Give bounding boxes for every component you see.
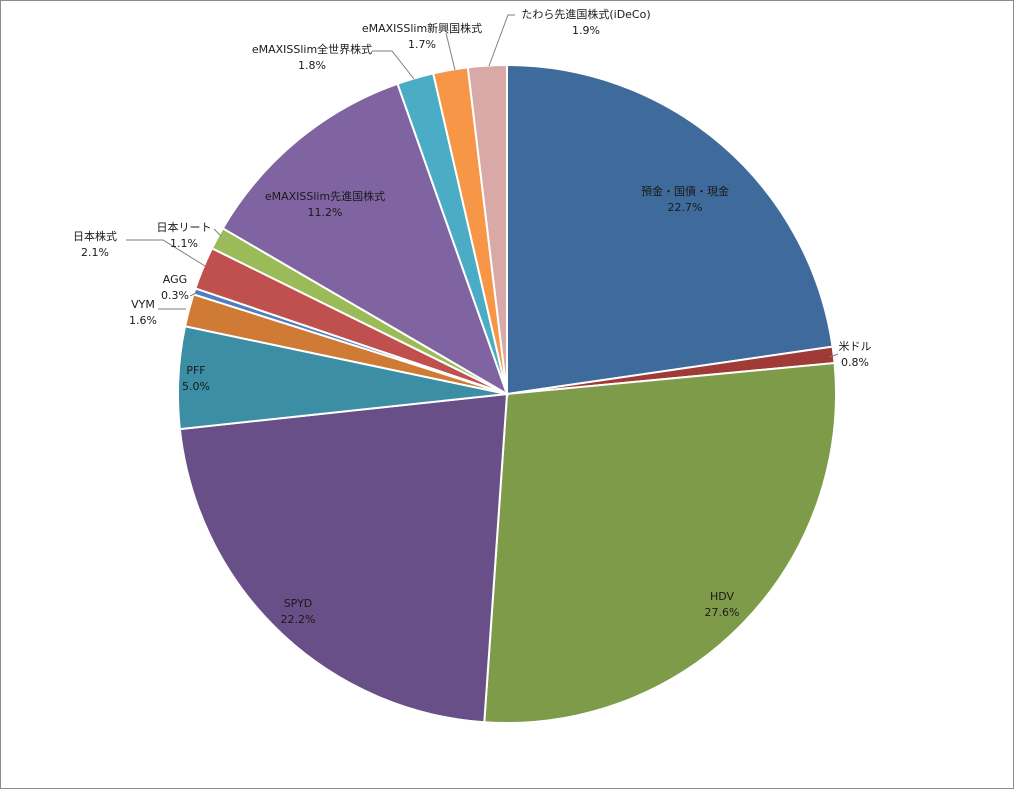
slice-label-value-1: 0.8% bbox=[841, 356, 869, 369]
slice-label-name-9: eMAXISSlim先進国株式 bbox=[265, 189, 385, 203]
pie-slices bbox=[177, 63, 837, 724]
slice-label-name-6: AGG bbox=[163, 273, 187, 286]
leader-lines bbox=[126, 14, 839, 358]
slice-label-name-4: PFF bbox=[186, 364, 205, 377]
pie-slice-2 bbox=[483, 361, 837, 724]
pie-slice-3 bbox=[178, 392, 509, 724]
leader-line-12 bbox=[488, 14, 515, 67]
slice-label-12: たわら先進国株式(iDeCo) 1.9% bbox=[521, 7, 650, 37]
slice-label-9: eMAXISSlim先進国株式 11.2% bbox=[265, 189, 385, 219]
slice-label-value-3: 22.2% bbox=[281, 613, 316, 626]
leader-line-11 bbox=[445, 32, 456, 71]
slice-label-name-3: SPYD bbox=[284, 597, 313, 610]
slice-label-name-7: 日本株式 bbox=[73, 229, 117, 243]
slice-label-name-2: HDV bbox=[710, 590, 735, 603]
leader-line-1 bbox=[829, 353, 839, 358]
slice-label-name-8: 日本リート bbox=[157, 220, 212, 234]
slice-label-3: SPYD 22.2% bbox=[281, 597, 316, 626]
slice-label-name-0: 預金・国債・現金 bbox=[641, 184, 729, 198]
slice-label-6: AGG 0.3% bbox=[161, 273, 189, 302]
slice-label-value-11: 1.7% bbox=[408, 38, 436, 51]
slice-label-value-0: 22.7% bbox=[668, 201, 703, 214]
pie-slice-12 bbox=[466, 63, 508, 395]
slice-label-value-5: 1.6% bbox=[129, 314, 157, 327]
slice-label-11: eMAXISSlim新興国株式 1.7% bbox=[362, 21, 482, 51]
slice-label-1: 米ドル 0.8% bbox=[839, 340, 872, 369]
leader-line-10 bbox=[372, 50, 415, 80]
slice-label-2: HDV 27.6% bbox=[705, 590, 740, 619]
slice-labels: 預金・国債・現金 22.7% 米ドル 0.8% HDV 27.6% SPYD 22.2% PFF… bbox=[73, 7, 872, 626]
slice-label-value-2: 27.6% bbox=[705, 606, 740, 619]
slice-label-value-4: 5.0% bbox=[182, 380, 210, 393]
slice-label-name-12: たわら先進国株式(iDeCo) bbox=[521, 7, 650, 21]
pie-slice-0 bbox=[506, 63, 834, 396]
slice-label-4: PFF 5.0% bbox=[182, 364, 210, 393]
slice-label-7: 日本株式 2.1% bbox=[73, 229, 117, 259]
slice-label-10: eMAXISSlim全世界株式 1.8% bbox=[252, 42, 372, 72]
slice-label-name-11: eMAXISSlim新興国株式 bbox=[362, 21, 482, 35]
slice-label-5: VYM 1.6% bbox=[129, 298, 157, 327]
leader-line-7 bbox=[126, 239, 206, 267]
leader-line-8 bbox=[213, 228, 222, 237]
slice-label-0: 預金・国債・現金 22.7% bbox=[641, 184, 729, 214]
slice-label-value-10: 1.8% bbox=[298, 59, 326, 72]
slice-label-value-9: 11.2% bbox=[308, 206, 343, 219]
slice-label-value-7: 2.1% bbox=[81, 246, 109, 259]
slice-label-name-5: VYM bbox=[131, 298, 155, 311]
pie-slice-9 bbox=[221, 82, 509, 397]
slice-label-value-6: 0.3% bbox=[161, 289, 189, 302]
slice-label-name-10: eMAXISSlim全世界株式 bbox=[252, 42, 372, 56]
slice-label-8: 日本リート 1.1% bbox=[157, 220, 212, 250]
slice-label-name-1: 米ドル bbox=[839, 340, 872, 353]
leader-line-6 bbox=[189, 292, 197, 297]
slice-label-value-8: 1.1% bbox=[170, 237, 198, 250]
slice-label-value-12: 1.9% bbox=[572, 24, 600, 37]
